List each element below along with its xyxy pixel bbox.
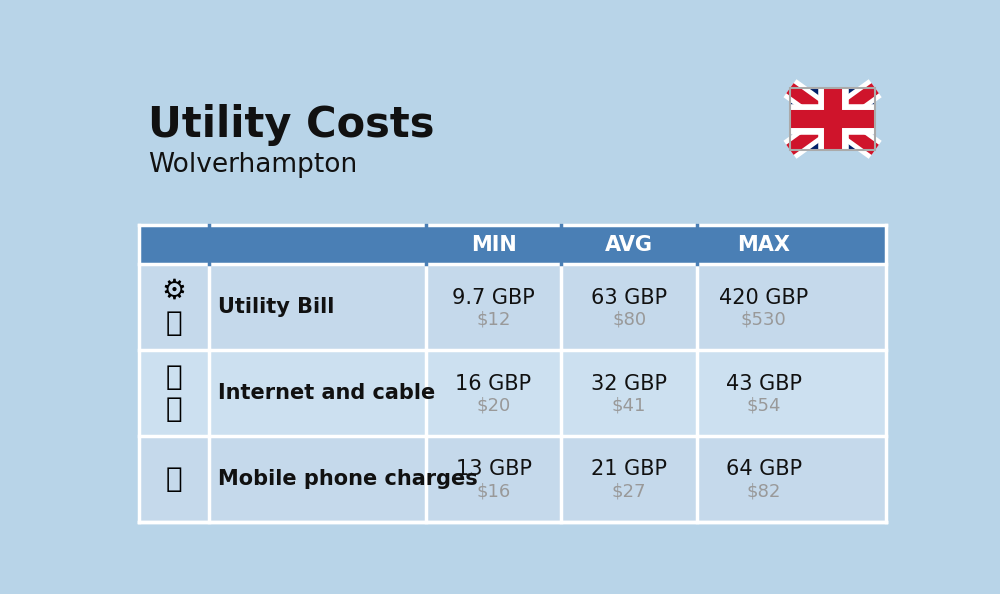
Text: $27: $27 — [612, 482, 646, 500]
Bar — [139, 264, 886, 350]
Text: $41: $41 — [612, 396, 646, 414]
Text: Wolverhampton: Wolverhampton — [148, 152, 358, 178]
Text: 64 GBP: 64 GBP — [726, 460, 802, 479]
Text: 📱: 📱 — [166, 465, 182, 493]
Text: $12: $12 — [476, 310, 511, 328]
Bar — [790, 89, 875, 150]
Text: 16 GBP: 16 GBP — [455, 374, 532, 393]
Bar — [790, 89, 875, 150]
Text: 13 GBP: 13 GBP — [456, 460, 532, 479]
Text: MAX: MAX — [737, 235, 790, 255]
Text: $530: $530 — [741, 310, 786, 328]
Text: Utility Bill: Utility Bill — [218, 297, 334, 317]
Text: 63 GBP: 63 GBP — [591, 287, 667, 308]
Circle shape — [152, 457, 196, 500]
Circle shape — [152, 371, 196, 415]
Text: Internet and cable: Internet and cable — [218, 383, 435, 403]
Text: $80: $80 — [612, 310, 646, 328]
Text: 9.7 GBP: 9.7 GBP — [452, 287, 535, 308]
Text: 📶
🖨: 📶 🖨 — [166, 362, 182, 423]
Text: $20: $20 — [476, 396, 511, 414]
Text: 43 GBP: 43 GBP — [726, 374, 802, 393]
Text: 32 GBP: 32 GBP — [591, 374, 667, 393]
Text: 420 GBP: 420 GBP — [719, 287, 808, 308]
Text: 21 GBP: 21 GBP — [591, 460, 667, 479]
Circle shape — [152, 285, 196, 328]
Text: Utility Costs: Utility Costs — [148, 103, 435, 146]
Text: $54: $54 — [746, 396, 781, 414]
Text: MIN: MIN — [471, 235, 516, 255]
Text: $82: $82 — [746, 482, 781, 500]
Bar — [139, 436, 886, 522]
Text: ⚙
🔌: ⚙ 🔌 — [161, 277, 186, 337]
Bar — [139, 225, 886, 264]
Text: $16: $16 — [476, 482, 511, 500]
Text: AVG: AVG — [605, 235, 653, 255]
Text: Mobile phone charges: Mobile phone charges — [218, 469, 478, 489]
Bar — [139, 350, 886, 436]
